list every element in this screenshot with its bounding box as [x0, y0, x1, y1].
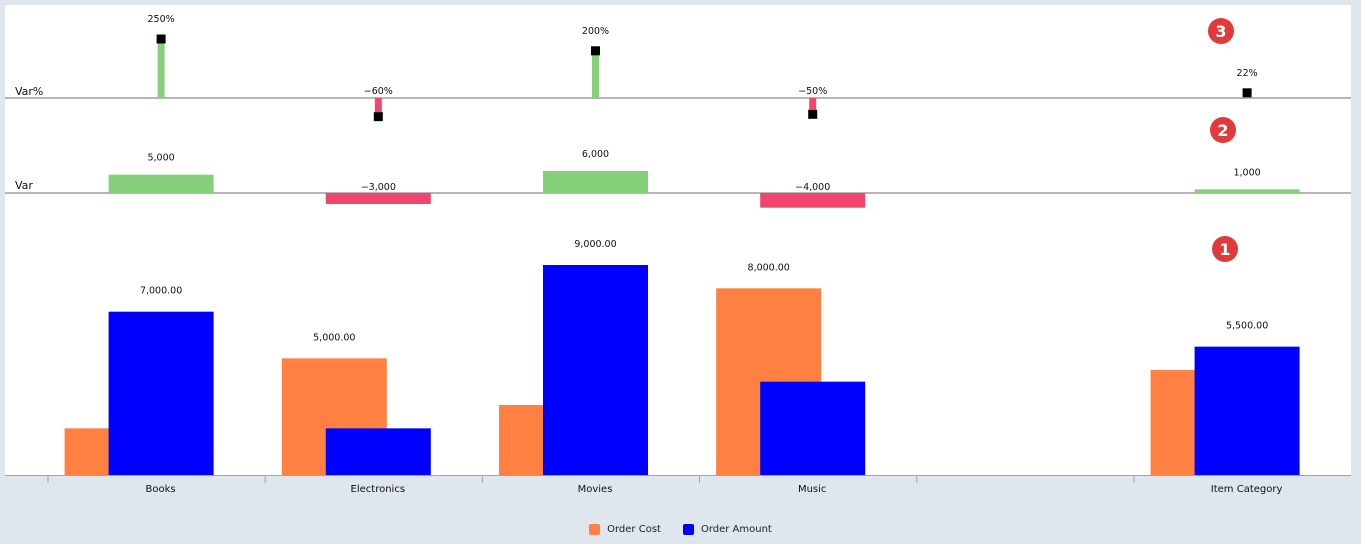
data-label-item-category: 5,500.00 — [1226, 321, 1268, 332]
var-pct-panel-label: Var% — [15, 85, 43, 98]
var-bar-item-category — [1194, 189, 1300, 193]
var-pct-marker-music — [808, 109, 818, 119]
var-pct-label-electronics: −60% — [364, 86, 393, 97]
legend-swatch-order-cost — [589, 523, 601, 535]
bar-order-amount-movies — [543, 265, 648, 475]
x-tick-label-item-category: Item Category — [1211, 484, 1283, 495]
var-bar-music — [760, 193, 866, 208]
var-pct-bar-electronics — [374, 98, 382, 113]
badge-label-2: 2 — [1217, 121, 1228, 140]
badge-3 — [1208, 18, 1234, 44]
var-label-item-category: 1,000 — [1233, 167, 1260, 178]
legend-item-order-amount[interactable]: Order Amount — [682, 523, 772, 535]
var-pct-bar-movies — [592, 50, 599, 98]
var-label-books: 5,000 — [147, 153, 174, 164]
bar-order-amount-music — [760, 381, 866, 475]
data-label-books: 7,000.00 — [140, 286, 182, 297]
data-label-movies: 9,000.00 — [574, 239, 616, 250]
legend-label-order-amount: Order Amount — [700, 523, 772, 535]
var-pct-label-item-category: 22% — [1237, 68, 1258, 79]
var-pct-marker-electronics — [373, 112, 383, 122]
legend: Order Cost Order Amount — [0, 518, 1361, 540]
bar-order-amount-item-category — [1194, 346, 1300, 475]
x-tick-label-music: Music — [798, 484, 826, 495]
var-label-movies: 6,000 — [582, 149, 609, 160]
var-pct-bar-books — [157, 39, 165, 98]
bar-order-amount-electronics — [325, 428, 431, 475]
var-pct-bar-music — [809, 98, 817, 110]
x-tick-label-movies: Movies — [578, 484, 613, 495]
badge-2 — [1210, 117, 1236, 143]
badge-label-3: 3 — [1215, 22, 1226, 41]
var-label-electronics: −3,000 — [361, 182, 396, 193]
x-tick-label-books: Books — [146, 484, 176, 495]
x-tick-label-electronics: Electronics — [351, 484, 406, 495]
bar-order-amount-books — [108, 311, 214, 475]
badge-1 — [1212, 236, 1238, 262]
chart-svg: Var% Var 7,000.00 5,000 250% 5,000.00 −3,000 −6… — [5, 14, 1351, 475]
var-label-music: −4,000 — [795, 182, 830, 193]
var-pct-label-books: 250% — [148, 14, 175, 25]
data-label-electronics: 5,000.00 — [313, 332, 355, 343]
var-pct-marker-movies — [591, 46, 600, 56]
var-pct-label-movies: 200% — [582, 26, 609, 37]
legend-swatch-order-amount — [682, 523, 694, 535]
var-pct-marker-books — [156, 34, 166, 44]
var-bar-books — [108, 174, 214, 193]
data-label-music: 8,000.00 — [748, 262, 790, 273]
legend-label-order-cost: Order Cost — [607, 523, 661, 535]
var-bar-movies — [543, 171, 648, 193]
legend-item-order-cost[interactable]: Order Cost — [589, 523, 661, 535]
var-pct-label-music: −50% — [798, 86, 827, 97]
var-bar-electronics — [325, 193, 431, 204]
var-panel-label: Var — [15, 179, 33, 192]
var-pct-marker-item-category — [1242, 88, 1252, 98]
badge-label-1: 1 — [1219, 240, 1230, 259]
chart-area: Var% Var 7,000.00 5,000 250% 5,000.00 −3,000 −6… — [5, 5, 1351, 475]
x-axis: Books Electronics Movies Music Item Category — [5, 475, 1351, 495]
